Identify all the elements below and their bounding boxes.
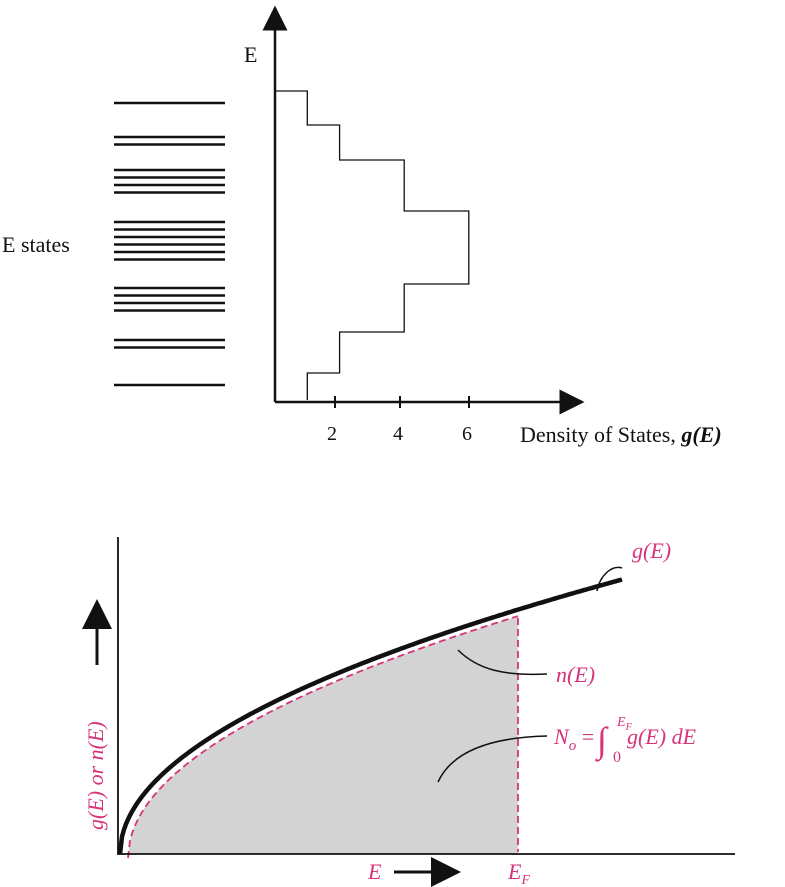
n-leader-line xyxy=(457,649,548,676)
integral-upper-limit: EF xyxy=(616,715,633,733)
energy-axis-label: E xyxy=(244,42,257,67)
occupied-states-boundary xyxy=(127,615,519,859)
tick-label-4: 4 xyxy=(393,423,403,445)
e-states-label: E states xyxy=(2,232,70,257)
top-diagram: E states E 2 4 6 Density of States, g(E) xyxy=(2,5,722,447)
equation-n: N xyxy=(553,724,570,749)
density-axis-label-math: g(E) xyxy=(680,422,721,447)
integral-sign: ∫ xyxy=(595,720,609,762)
electron-count-equation: No = ∫ EF 0 g(E) dE xyxy=(553,715,697,766)
energy-levels xyxy=(114,101,225,387)
equation-equals: = xyxy=(576,724,594,749)
g-leader-line xyxy=(596,566,623,592)
integral-lower-limit: 0 xyxy=(613,749,621,766)
occupied-states-area xyxy=(128,616,518,858)
tick-label-2: 2 xyxy=(327,423,337,445)
density-of-states-curve xyxy=(117,577,623,855)
bottom-x-axis-label: E xyxy=(367,859,382,884)
density-axis-label: Density of States, g(E) xyxy=(520,422,722,447)
bottom-diagram: g(E) n(E) No = ∫ EF 0 g(E) dE g(E) or n(… xyxy=(82,537,735,887)
equation-lhs: No = xyxy=(553,724,594,754)
bottom-y-axis-label: g(E) or n(E) xyxy=(83,721,108,830)
density-axis-label-text: Density of States, xyxy=(520,422,681,447)
fermi-energy-label: EF xyxy=(507,859,530,887)
equation-n-sub: o xyxy=(569,738,577,754)
integral-leader-line xyxy=(437,735,548,783)
integrand: g(E) dE xyxy=(627,724,697,749)
g-curve-label: g(E) xyxy=(632,538,671,563)
n-curve-label: n(E) xyxy=(556,662,595,687)
tick-label-6: 6 xyxy=(462,423,472,445)
density-histogram xyxy=(275,90,470,400)
